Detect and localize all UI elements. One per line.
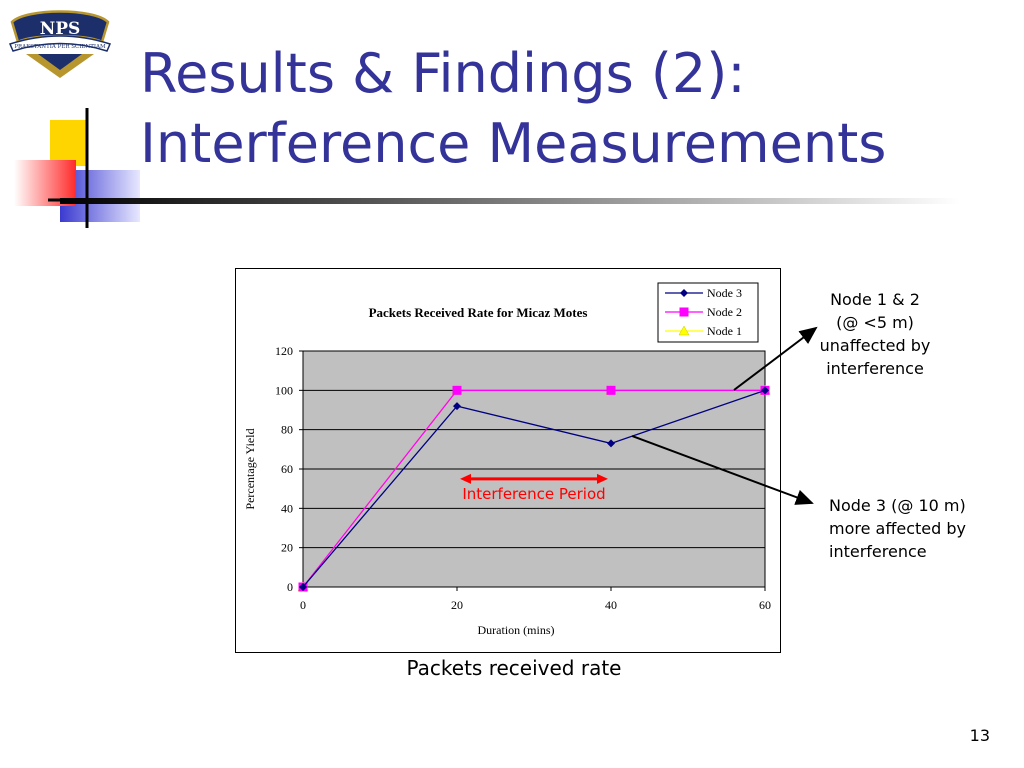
node3-callout-arrow xyxy=(631,435,814,505)
nodes12-annotation-line: (@ <5 m) xyxy=(836,313,914,332)
nodes12-callout-arrow xyxy=(733,326,818,391)
title-divider xyxy=(60,198,960,204)
y-tick-label: 120 xyxy=(275,344,293,358)
x-tick-label: 0 xyxy=(300,598,306,612)
legend-node-3-label: Node 3 xyxy=(707,286,742,300)
node3-annotation-line: Node 3 (@ 10 m) xyxy=(829,496,966,515)
node3-annotation: Node 3 (@ 10 m) more affected by interfe… xyxy=(829,494,1009,563)
page-number: 13 xyxy=(969,726,990,745)
legend-node-2-label: Node 2 xyxy=(707,305,742,319)
node-2-line xyxy=(302,389,765,588)
nps-logo: NPS PRAESTANTIA PER SCIENTIAM xyxy=(8,10,112,78)
node3-annotation-line: more affected by xyxy=(829,519,966,538)
node-3-point xyxy=(453,402,461,411)
nodes12-annotation-line: interference xyxy=(826,359,924,378)
interference-arrow-left-head xyxy=(460,473,471,484)
x-tick-label: 60 xyxy=(759,598,771,612)
node-3-line xyxy=(302,389,766,588)
legend-node-3-marker xyxy=(680,289,688,297)
y-tick-label: 100 xyxy=(275,383,293,397)
nodes12-annotation: Node 1 & 2 (@ <5 m) unaffected by interf… xyxy=(795,288,955,380)
x-tick-label: 20 xyxy=(451,598,463,612)
node-2-point xyxy=(606,385,616,395)
interference-arrow-right-head xyxy=(597,473,608,484)
node-2-point xyxy=(452,385,462,395)
line-chart: Packets Received Rate for Micaz Motes 0 2… xyxy=(235,268,781,653)
node3-annotation-line: interference xyxy=(829,542,927,561)
y-tick-label: 60 xyxy=(281,462,293,476)
logo-motto: PRAESTANTIA PER SCIENTIAM xyxy=(14,44,106,50)
legend-node-2-marker xyxy=(679,307,689,317)
chart-title: Packets Received Rate for Micaz Motes xyxy=(369,305,588,320)
chart-container: Packets Received Rate for Micaz Motes 0 2… xyxy=(235,268,781,653)
y-tick-label: 0 xyxy=(287,580,293,594)
decorative-squares xyxy=(14,108,150,228)
node-3-point xyxy=(761,386,769,395)
nodes12-annotation-line: Node 1 & 2 xyxy=(830,290,920,309)
slide-title-line-2: Interference Measurements xyxy=(140,112,887,175)
y-tick-label: 40 xyxy=(281,501,293,515)
x-axis-label: Duration (mins) xyxy=(478,623,555,637)
legend-node-1-label: Node 1 xyxy=(707,324,742,338)
y-tick-label: 80 xyxy=(281,423,293,437)
y-tick-label: 20 xyxy=(281,541,293,555)
node-3-point xyxy=(607,439,615,448)
legend-node-1-marker xyxy=(678,325,690,336)
logo-nps-text: NPS xyxy=(40,19,81,39)
slide-title-line-1: Results & Findings (2): xyxy=(140,42,746,105)
nodes12-annotation-line: unaffected by xyxy=(819,336,931,355)
y-axis-label: Percentage Yield xyxy=(243,428,257,509)
interference-label: Interference Period xyxy=(462,485,605,503)
node-3-point xyxy=(299,583,307,591)
chart-caption: Packets received rate xyxy=(406,656,622,680)
x-tick-label: 40 xyxy=(605,598,617,612)
